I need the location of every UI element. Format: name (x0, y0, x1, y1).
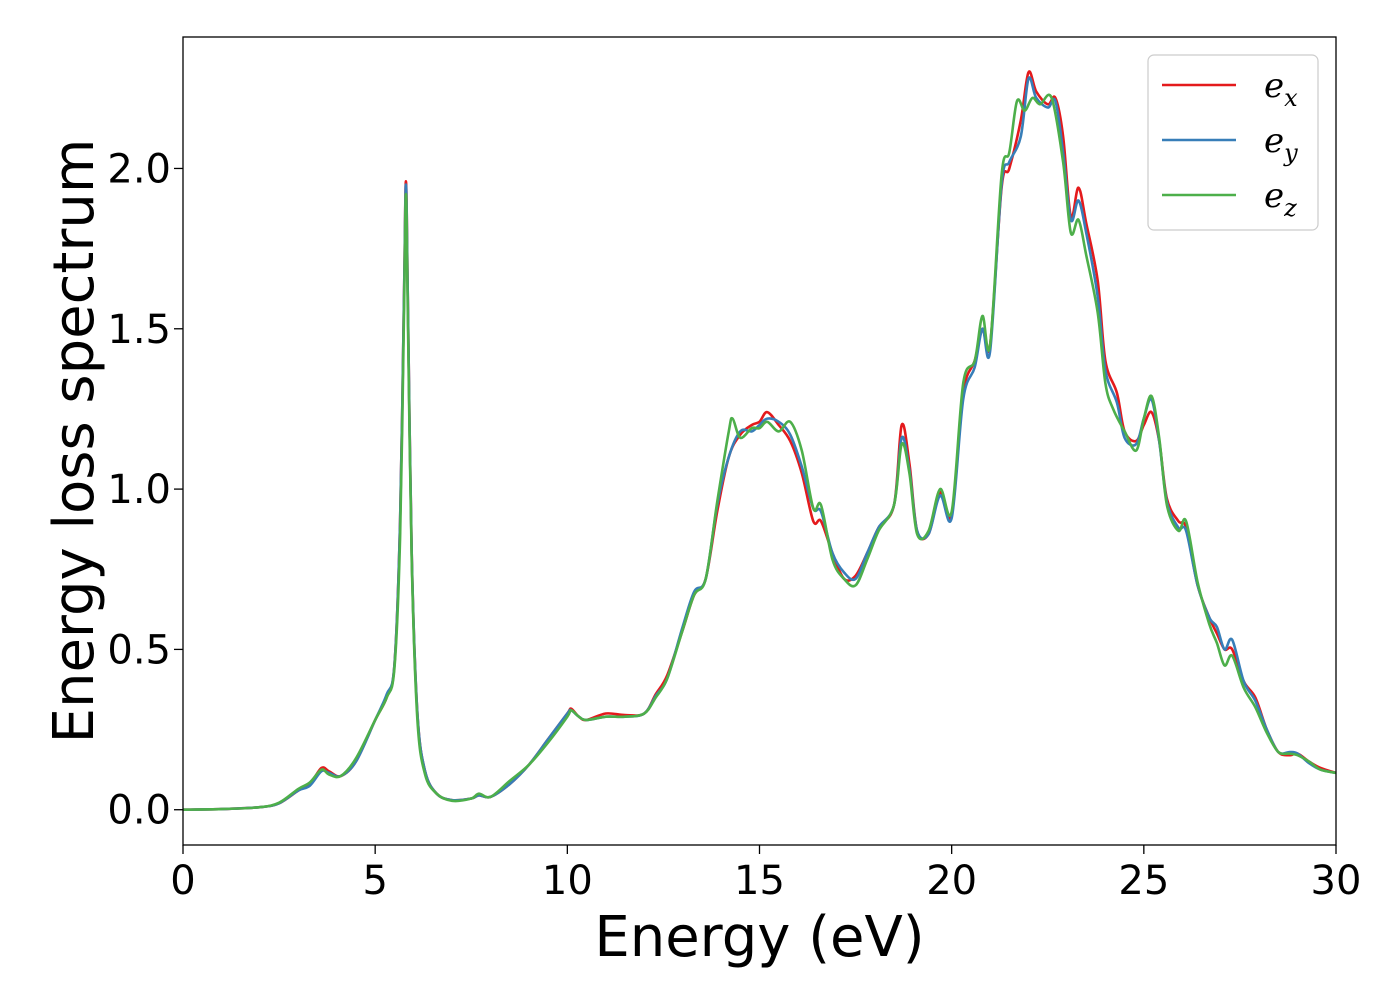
legend: ex ey ez (1147, 54, 1319, 231)
legend-label-e-z: ez (1264, 176, 1297, 222)
y-tick-label: 0.5 (107, 627, 171, 673)
x-axis-title: Energy (eV) (594, 905, 924, 970)
y-tick-label: 2.0 (107, 146, 171, 192)
legend-label-e-y: ey (1264, 121, 1298, 167)
x-tick-label: 15 (734, 858, 785, 904)
y-tick-label: 1.5 (107, 307, 171, 353)
legend-box (1147, 54, 1319, 231)
y-tick-label: 0.0 (107, 788, 171, 834)
legend-label-e-x: ex (1264, 66, 1298, 112)
y-axis: 0.0 0.5 1.0 1.5 2.0 (107, 146, 183, 834)
x-tick-label: 25 (1118, 858, 1169, 904)
x-tick-label: 20 (926, 858, 977, 904)
x-tick-label: 30 (1311, 858, 1362, 904)
x-tick-label: 0 (170, 858, 195, 904)
x-tick-label: 10 (542, 858, 593, 904)
plot-lines (182, 70, 1337, 811)
y-tick-label: 1.0 (107, 467, 171, 513)
series-line-e-z (182, 93, 1337, 811)
y-axis-title: Energy loss spectrum (42, 139, 107, 744)
x-tick-label: 5 (362, 858, 387, 904)
x-axis: 0 5 10 15 20 25 30 (170, 845, 1361, 904)
